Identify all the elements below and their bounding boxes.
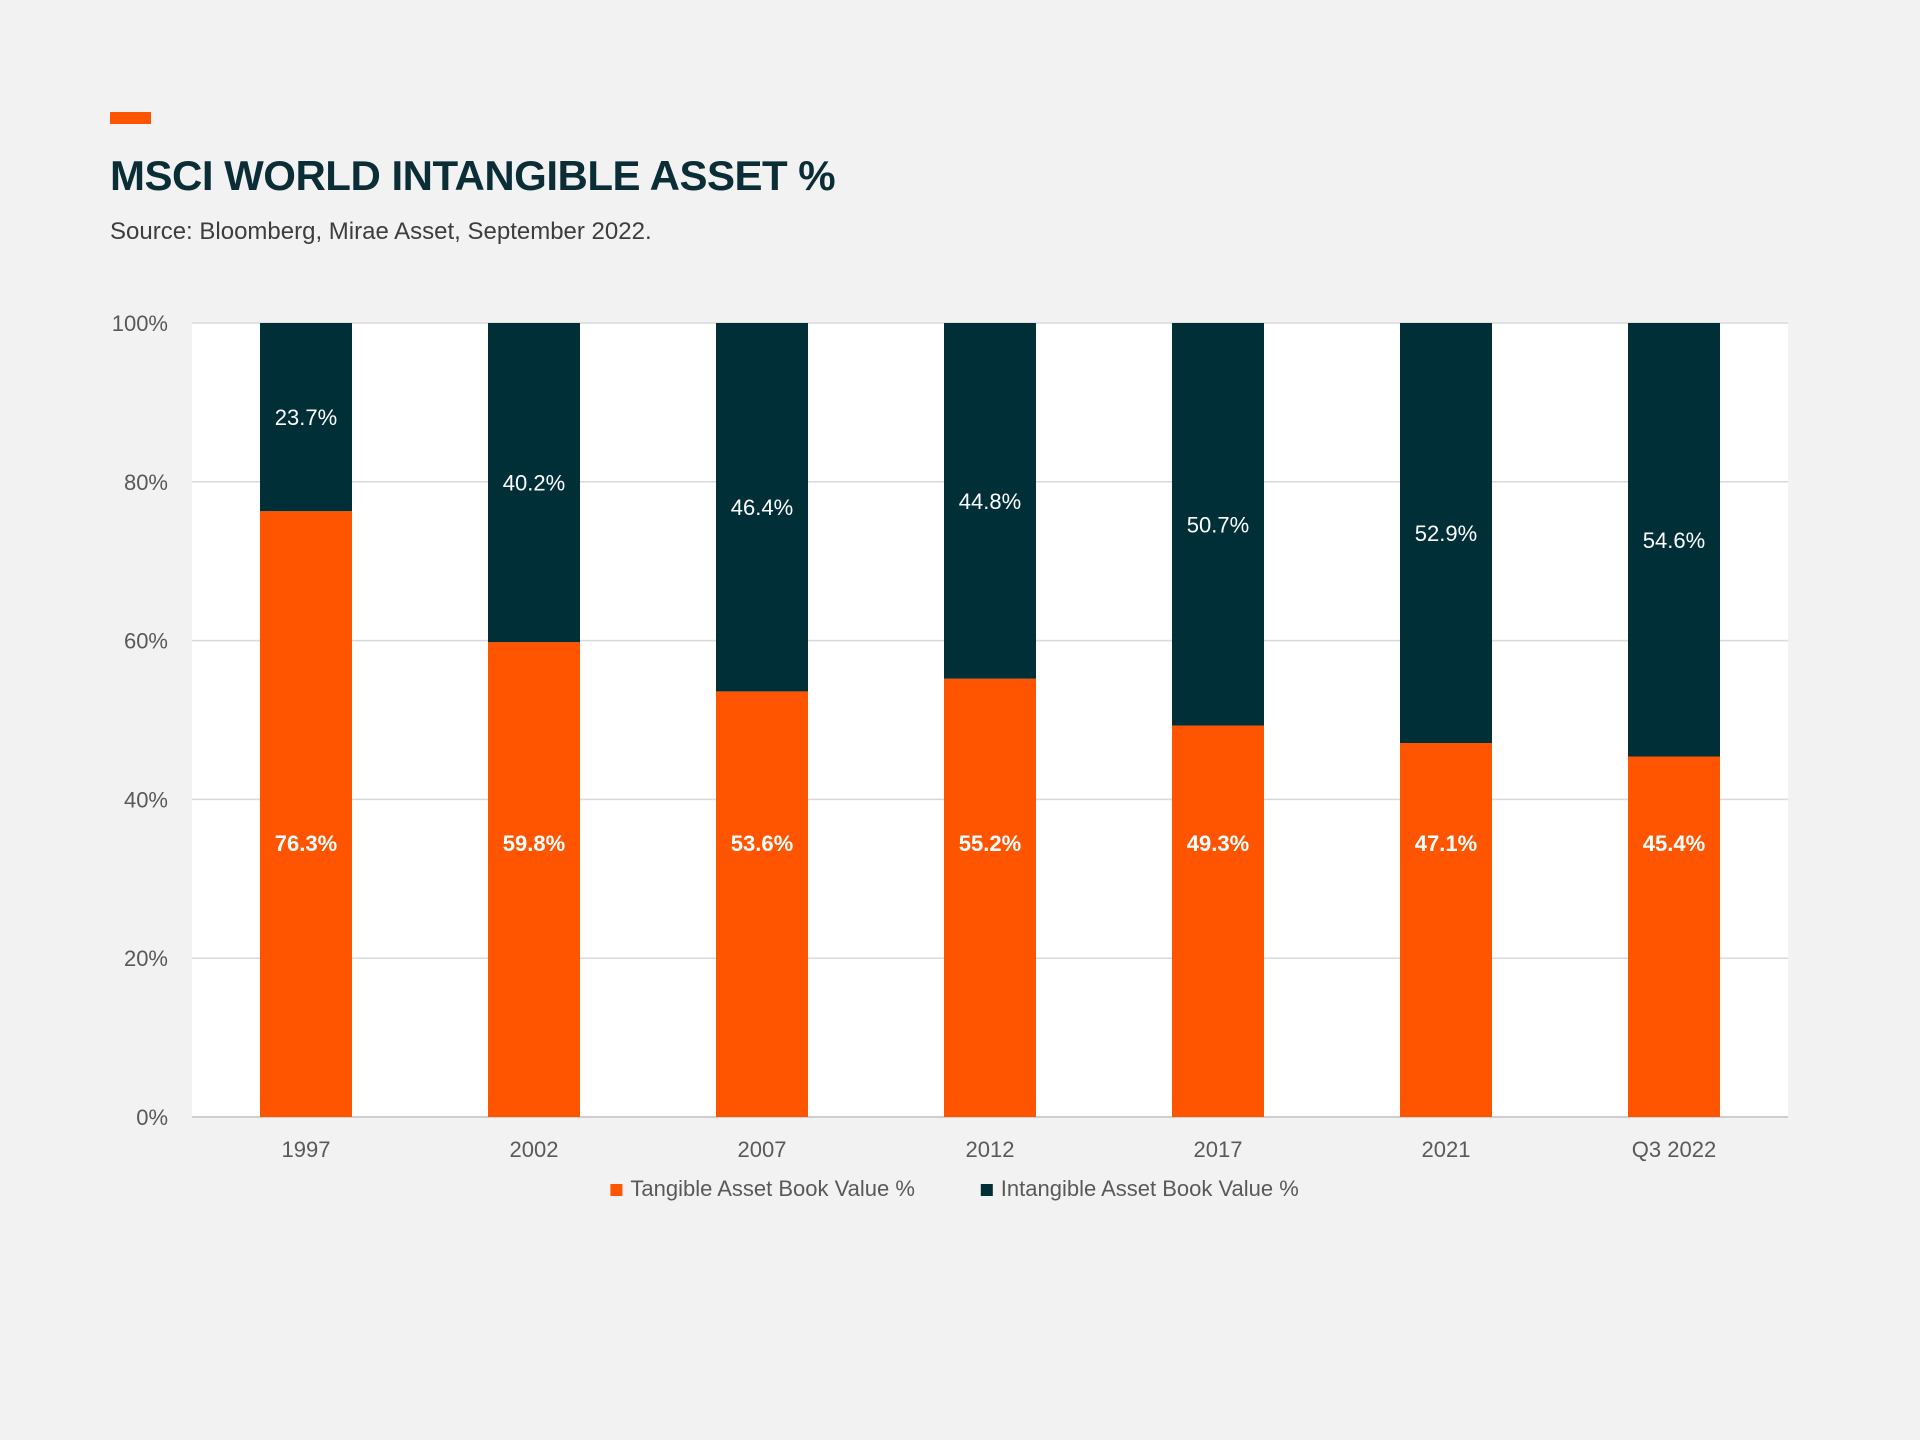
legend: Tangible Asset Book Value % Intangible As…	[610, 1176, 1299, 1201]
legend-label-intangible: Intangible Asset Book Value %	[1001, 1176, 1299, 1201]
page-title: MSCI WORLD INTANGIBLE ASSET %	[110, 152, 836, 199]
legend-label-tangible: Tangible Asset Book Value %	[630, 1176, 915, 1201]
data-label-intangible: 52.9%	[1415, 521, 1477, 546]
data-label-intangible: 50.7%	[1187, 512, 1249, 537]
legend-swatch-intangible	[980, 1184, 993, 1196]
data-label-tangible: 76.3%	[275, 831, 337, 856]
data-label-tangible: 53.6%	[731, 831, 793, 856]
data-label-intangible: 23.7%	[275, 405, 337, 430]
x-tick-label: 2017	[1194, 1137, 1243, 1162]
x-tick-label: 2007	[738, 1137, 787, 1162]
bar-tangible	[1628, 756, 1720, 1117]
x-tick-label: Q3 2022	[1632, 1137, 1716, 1162]
data-label-intangible: 54.6%	[1643, 528, 1705, 553]
bar-intangible	[488, 323, 580, 643]
data-label-tangible: 49.3%	[1187, 831, 1249, 856]
x-axis-ticks: 1997 2002 2007 2012 2017 2021 Q3 2022	[282, 1137, 1717, 1162]
bar-intangible	[944, 323, 1036, 679]
bar-intangible	[1172, 323, 1264, 726]
bar-intangible	[716, 323, 808, 692]
y-tick-label: 80%	[124, 470, 168, 495]
bar-tangible	[488, 642, 580, 1117]
x-tick-label: 2012	[966, 1137, 1015, 1162]
data-label-intangible: 46.4%	[731, 495, 793, 520]
x-tick-label: 2002	[510, 1137, 559, 1162]
data-label-intangible: 44.8%	[959, 489, 1021, 514]
data-label-tangible: 59.8%	[503, 831, 565, 856]
y-tick-label: 100%	[112, 311, 168, 336]
x-tick-label: 1997	[282, 1137, 331, 1162]
bars	[260, 323, 1720, 1118]
source-note: Source: Bloomberg, Mirae Asset, Septembe…	[110, 218, 652, 245]
bar-intangible	[260, 323, 352, 512]
y-tick-label: 60%	[124, 629, 168, 654]
x-tick-label: 2021	[1422, 1137, 1471, 1162]
bar-tangible	[1400, 743, 1492, 1117]
bar-intangible	[1628, 323, 1720, 757]
bar-tangible	[716, 691, 808, 1117]
bar-tangible	[944, 678, 1036, 1117]
y-tick-label: 40%	[124, 787, 168, 812]
accent-bar	[110, 112, 151, 124]
data-label-intangible: 40.2%	[503, 471, 565, 496]
legend-swatch-tangible	[610, 1184, 623, 1196]
y-axis-ticks: 0% 20% 40% 60% 80% 100%	[112, 311, 168, 1130]
data-label-tangible: 55.2%	[959, 831, 1021, 856]
bar-intangible	[1400, 323, 1492, 744]
bar-tangible	[1172, 725, 1264, 1117]
y-tick-label: 0%	[136, 1105, 168, 1130]
bar-tangible	[260, 511, 352, 1118]
data-label-tangible: 45.4%	[1643, 831, 1705, 856]
data-labels: 76.3% 23.7% 59.8% 40.2% 53.6% 46.4% 55.2% 44.8%…	[275, 405, 1705, 856]
data-label-tangible: 47.1%	[1415, 831, 1477, 856]
y-tick-label: 20%	[124, 946, 168, 971]
